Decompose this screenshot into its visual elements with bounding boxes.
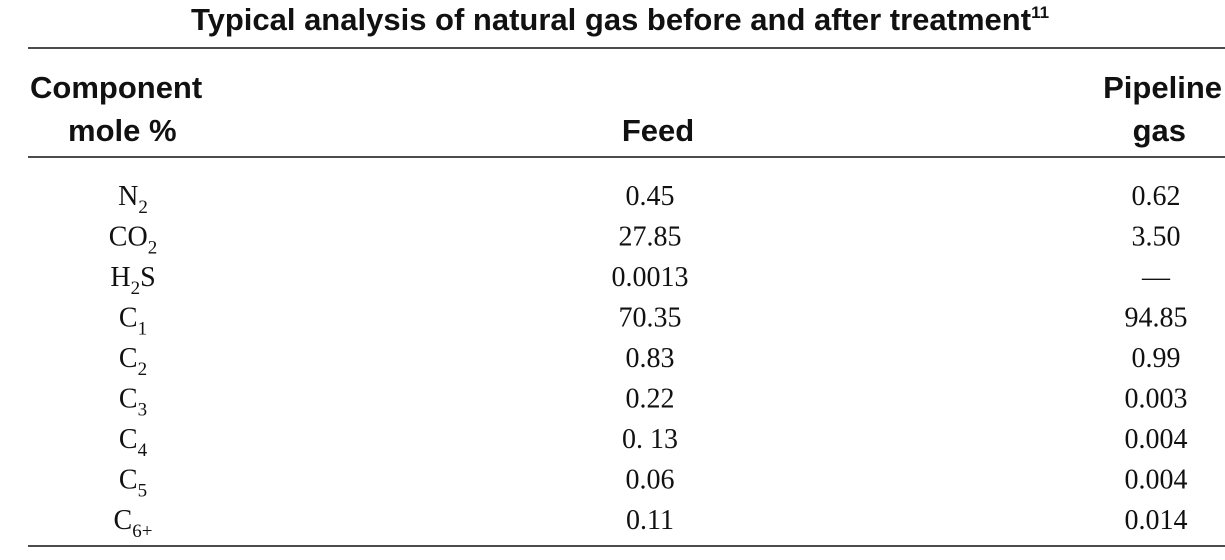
feed-cell: 0.0013 [612,262,689,293]
table-title: Typical analysis of natural gas before a… [191,2,1049,37]
column-header: mole % [68,113,177,148]
component-cell: C6+ [114,505,153,542]
column-header: gas [1133,113,1186,148]
subscript: 5 [138,481,148,502]
subscript: 4 [138,440,148,461]
pipeline-cell: — [1141,262,1171,293]
subscript: 2 [138,197,148,218]
pipeline-cell: 0.004 [1125,424,1188,455]
subscript: 1 [138,319,148,340]
feed-cell: 0.22 [626,384,675,415]
column-header: Pipeline [1103,70,1222,105]
feed-cell: 70.35 [619,303,682,334]
subscript: 6+ [132,521,152,542]
pipeline-cell: 0.62 [1132,181,1181,212]
component-text: C [119,303,138,334]
feed-cell: 0.83 [626,343,675,374]
subscript: 2 [138,359,148,380]
component-cell: C5 [119,465,147,502]
component-text: C [119,424,138,455]
pipeline-cell: 0.99 [1132,343,1181,374]
component-cell: CO2 [109,222,157,259]
feed-cell: 0. 13 [622,424,678,455]
feed-cell: 0.06 [626,465,675,496]
component-text: C [119,343,138,374]
component-text: C [114,505,133,536]
component-text: C [119,465,138,496]
component-cell: H2S [110,262,155,299]
pipeline-cell: 0.014 [1125,505,1188,536]
component-text: CO [109,222,148,253]
component-cell: N2 [118,181,148,218]
pipeline-cell: 0.004 [1125,465,1188,496]
pipeline-cell: 0.003 [1125,384,1188,415]
subscript: 2 [131,278,141,299]
footnote-ref: 11 [1031,3,1049,22]
feed-cell: 0.45 [626,181,675,212]
pipeline-cell: 94.85 [1125,303,1188,334]
component-text: C [119,384,138,415]
pipeline-cell: 3.50 [1132,222,1181,253]
feed-cell: 0.11 [626,505,674,536]
component-text: N [118,181,138,212]
component-text: H [110,262,130,293]
subscript: 3 [138,400,148,421]
component-cell: C1 [119,303,147,340]
feed-cell: 27.85 [619,222,682,253]
subscript: 2 [148,238,158,259]
component-cell: C3 [119,384,147,421]
component-cell: C4 [119,424,148,461]
component-cell: C2 [119,343,147,380]
column-header: Component [30,70,202,105]
component-text: S [140,262,156,293]
column-header: Feed [622,113,694,148]
title-text: Typical analysis of natural gas before a… [191,2,1031,37]
